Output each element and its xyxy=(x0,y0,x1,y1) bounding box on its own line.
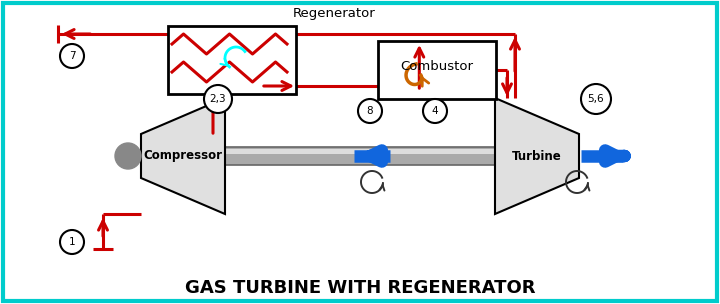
Text: Regenerator: Regenerator xyxy=(292,7,375,20)
Circle shape xyxy=(358,99,382,123)
Bar xyxy=(378,41,496,99)
Text: 4: 4 xyxy=(432,106,438,116)
Circle shape xyxy=(115,143,141,169)
Bar xyxy=(205,149,510,154)
Circle shape xyxy=(581,84,611,114)
Text: Turbine: Turbine xyxy=(512,150,562,163)
Circle shape xyxy=(60,230,84,254)
Text: 1: 1 xyxy=(68,237,76,247)
Text: 8: 8 xyxy=(366,106,373,116)
Circle shape xyxy=(423,99,447,123)
Text: 7: 7 xyxy=(68,51,76,61)
Text: GAS TURBINE WITH REGENERATOR: GAS TURBINE WITH REGENERATOR xyxy=(185,279,535,297)
Bar xyxy=(205,147,510,165)
Polygon shape xyxy=(141,98,225,214)
Text: Combustor: Combustor xyxy=(400,60,474,72)
Text: 5,6: 5,6 xyxy=(588,94,604,104)
Bar xyxy=(168,26,296,94)
Circle shape xyxy=(60,44,84,68)
Text: Compressor: Compressor xyxy=(143,150,222,163)
Circle shape xyxy=(204,85,232,113)
Polygon shape xyxy=(495,98,579,214)
Text: 2,3: 2,3 xyxy=(210,94,226,104)
